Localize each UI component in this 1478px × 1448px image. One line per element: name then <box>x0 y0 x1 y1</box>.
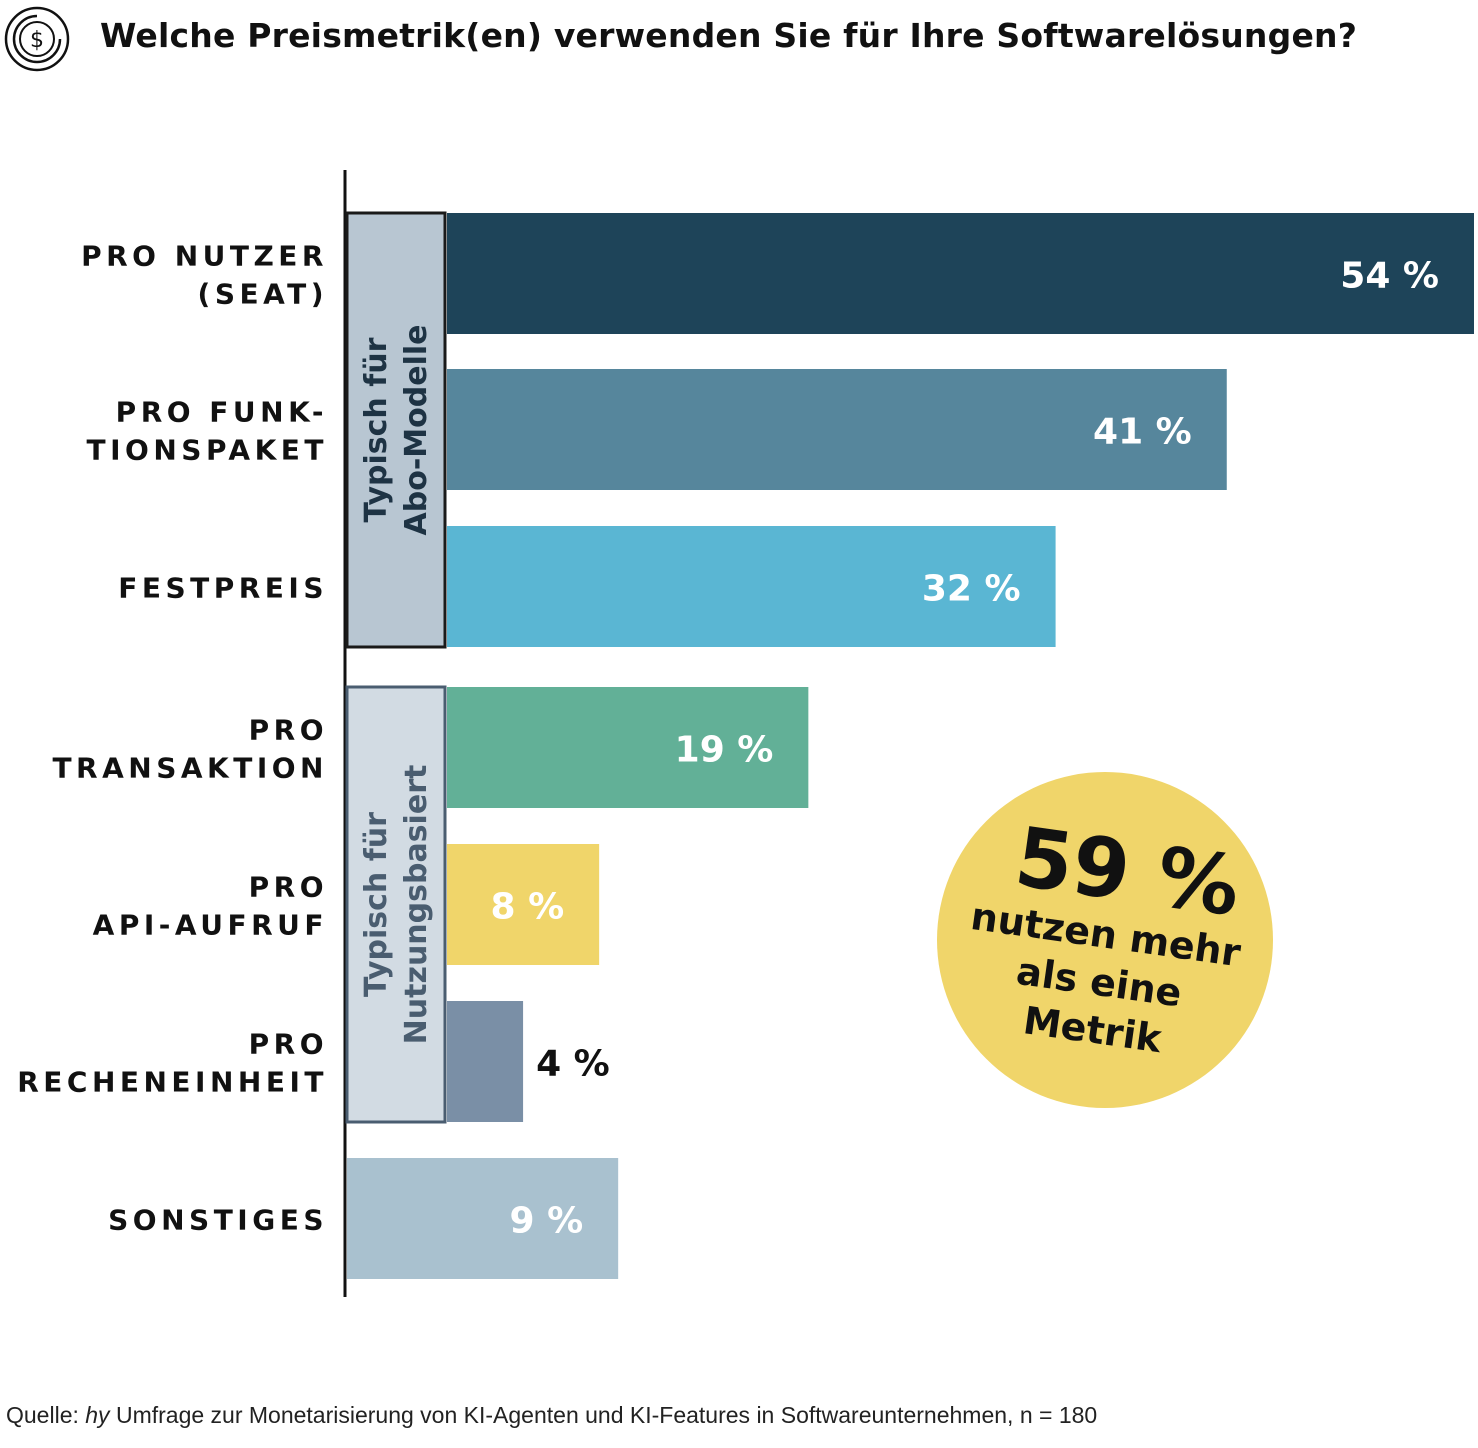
category-label: TIONSPAKET <box>87 434 328 467</box>
bar-value-label: 19 % <box>675 730 774 771</box>
bar <box>447 369 1227 490</box>
category-label: PRO NUTZER <box>81 240 328 273</box>
svg-text:$: $ <box>30 28 44 53</box>
group-box <box>345 211 447 649</box>
group-label: Abo-Modelle <box>399 325 434 536</box>
bar-value-label: 54 % <box>1340 256 1439 297</box>
bar <box>347 1158 619 1279</box>
category-label: PRO <box>249 714 328 747</box>
category-label: PRO <box>249 1028 328 1061</box>
bar <box>447 1001 524 1122</box>
source-note: Quelle: hy Umfrage zur Monetarisierung v… <box>6 1402 1097 1429</box>
bar <box>447 844 600 965</box>
bar-value-label: 9 % <box>510 1201 584 1242</box>
bar-value-label: 8 % <box>490 887 564 928</box>
category-label: PRO FUNK- <box>116 396 328 429</box>
category-label: TRANSAKTION <box>52 752 328 785</box>
category-label: API-AUFRUF <box>93 909 328 942</box>
dollar-coin-icon: $ <box>4 6 70 72</box>
group-label: Typisch für <box>359 337 394 522</box>
group-label: Typisch für <box>359 812 394 997</box>
category-label: SONSTIGES <box>108 1204 328 1237</box>
bar <box>447 526 1056 647</box>
category-label: RECHENEINHEIT <box>17 1066 328 1099</box>
bar <box>447 213 1474 334</box>
chart-title: Welche Preismetrik(en) verwenden Sie für… <box>100 16 1358 55</box>
bar-chart: 54 % PRO NUTZER (SEAT) 41 % PRO FUNK- TIONSPA… <box>17 170 1474 1297</box>
bar-value-label: 41 % <box>1093 412 1192 453</box>
category-label: PRO <box>249 871 328 904</box>
bar-value-label: 4 % <box>536 1044 610 1085</box>
source-text: Umfrage zur Monetarisierung von KI-Agent… <box>109 1402 1098 1428</box>
bar <box>447 687 809 808</box>
group-box <box>345 685 447 1124</box>
annotation-circle <box>937 772 1273 1108</box>
group-label: Nutzungsbasiert <box>399 765 434 1045</box>
bar-value-label: 32 % <box>922 569 1021 610</box>
chart-header: $ Welche Preismetrik(en) verwenden Sie f… <box>0 0 1478 90</box>
category-label: FESTPREIS <box>118 572 328 605</box>
source-brand: hy <box>85 1402 110 1428</box>
category-label: (SEAT) <box>198 278 328 311</box>
source-prefix: Quelle: <box>6 1402 86 1428</box>
